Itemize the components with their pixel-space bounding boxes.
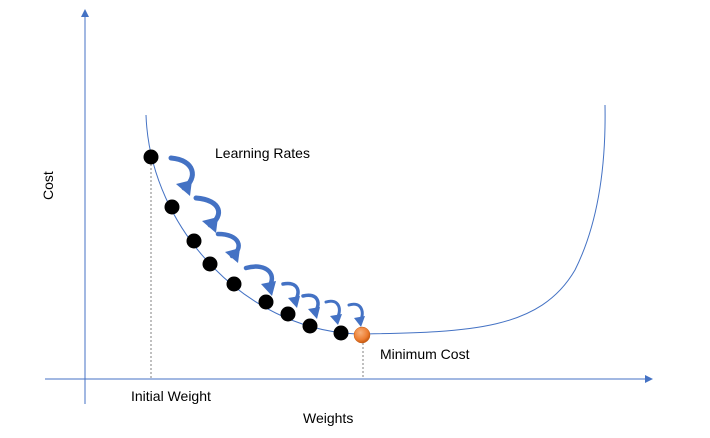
minimum-cost-label: Minimum Cost: [380, 346, 470, 362]
step-arrow-head: [308, 307, 320, 319]
step-point: [280, 306, 296, 322]
minimum-point: [353, 326, 371, 344]
descent-points: [143, 149, 349, 341]
step-arrow-head: [354, 316, 365, 327]
step-point: [226, 276, 242, 292]
x-axis-label: Weights: [303, 410, 354, 426]
step-arrow-head: [261, 281, 276, 296]
y-axis-label: Cost: [40, 171, 56, 200]
step-arrow-head: [202, 217, 218, 233]
step-point: [302, 318, 318, 334]
step-arrow-head: [330, 314, 342, 325]
step-point: [164, 199, 180, 215]
step-point: [186, 233, 202, 249]
step-arrow-head: [225, 248, 240, 263]
step-point: [258, 294, 274, 310]
arrow-heads: [176, 180, 365, 327]
step-arrow-head: [176, 180, 192, 196]
initial-weight-label: Initial Weight: [131, 388, 211, 404]
step-arrow-head: [288, 296, 300, 308]
step-point: [333, 325, 349, 341]
step-point: [202, 256, 218, 272]
step-point: [143, 149, 159, 165]
learning-rates-label: Learning Rates: [215, 145, 310, 161]
